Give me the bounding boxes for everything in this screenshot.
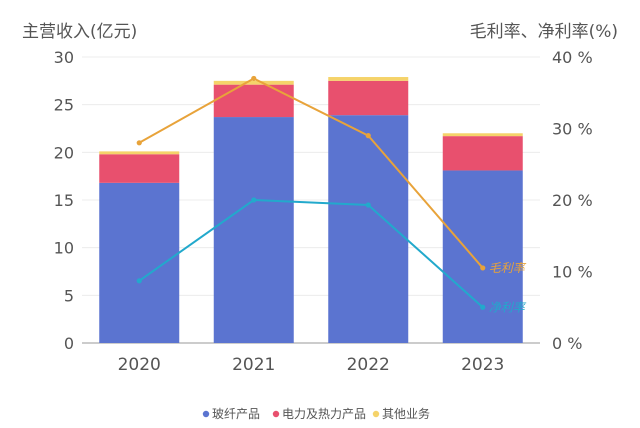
bar-glass-fiber-2023 xyxy=(442,170,523,343)
left-axis-title: 主营收入(亿元) xyxy=(22,22,137,42)
x-tick-label: 2020 xyxy=(118,355,161,375)
right-tick-label: 20 % xyxy=(552,191,593,210)
bar-other-2023 xyxy=(442,133,523,137)
bar-other-2020 xyxy=(99,151,180,155)
left-tick-label: 10 xyxy=(54,239,74,258)
point-gross-margin-2021 xyxy=(251,75,257,82)
bar-other-2022 xyxy=(328,77,409,81)
left-tick-label: 0 xyxy=(64,334,74,353)
point-gross-margin-2023 xyxy=(480,265,486,271)
bar-power-heat-2020 xyxy=(99,154,180,183)
legend-label: 玻纤产品 xyxy=(212,407,260,421)
bar-other-2021 xyxy=(213,80,294,85)
point-gross-margin-2022 xyxy=(365,133,371,139)
right-tick-label: 30 % xyxy=(552,120,593,139)
x-tick-label: 2023 xyxy=(461,355,504,375)
left-tick-label: 20 xyxy=(54,143,74,162)
bar-power-heat-2022 xyxy=(328,80,409,116)
bar-power-heat-2021 xyxy=(213,84,294,118)
bar-glass-fiber-2020 xyxy=(99,182,180,343)
point-net-margin-2021 xyxy=(251,197,257,203)
right-tick-label: 0 % xyxy=(552,334,582,353)
right-axis-title: 毛利率、净利率(%) xyxy=(470,22,618,42)
point-net-margin-2022 xyxy=(365,202,371,208)
left-tick-label: 30 xyxy=(54,48,74,67)
point-net-margin-2023 xyxy=(480,304,486,310)
line-net-margin xyxy=(138,198,484,308)
left-tick-label: 15 xyxy=(54,191,74,210)
line-gross-margin xyxy=(138,77,484,269)
legend-swatch xyxy=(272,410,280,418)
line-label-net-margin: 净利率 xyxy=(489,300,527,314)
line-label-gross-margin: 毛利率 xyxy=(489,261,527,275)
axes: 主营收入(亿元) 毛利率、净利率(%) 0 5 10 15 20 25 30 0 % 10 % 2… xyxy=(22,22,618,375)
legend-swatch xyxy=(372,410,380,418)
point-gross-margin-2020 xyxy=(136,140,142,146)
bars xyxy=(99,77,523,343)
legend-label: 电力及热力产品 xyxy=(282,407,366,421)
legend-label: 其他业务 xyxy=(382,406,430,421)
left-tick-label: 5 xyxy=(64,286,74,305)
bar-glass-fiber-2021 xyxy=(213,117,294,343)
point-net-margin-2020 xyxy=(136,278,142,284)
legend-swatch xyxy=(202,410,210,418)
x-tick-label: 2022 xyxy=(347,355,390,375)
left-tick-label: 25 xyxy=(54,96,74,115)
legend: 玻纤产品 电力及热力产品 其他业务 xyxy=(202,406,430,421)
bar-power-heat-2023 xyxy=(442,136,523,171)
right-tick-label: 10 % xyxy=(552,263,593,282)
x-tick-label: 2021 xyxy=(232,355,275,375)
right-tick-label: 40 % xyxy=(552,48,593,67)
